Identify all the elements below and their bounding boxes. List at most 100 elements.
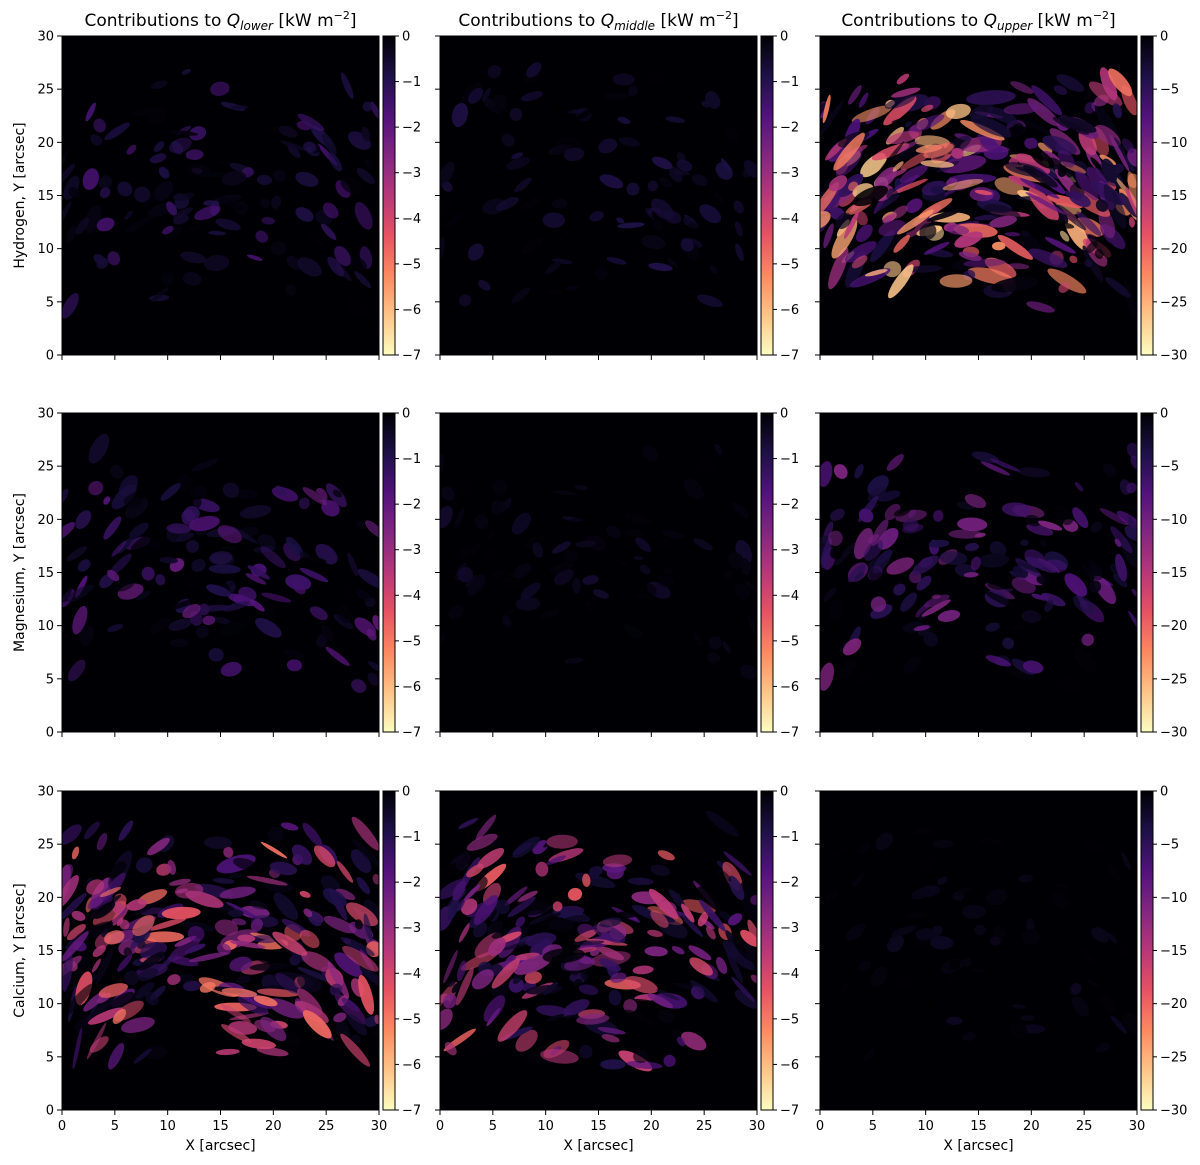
- heatmap-blob: [582, 575, 599, 585]
- x-tick-label: 25: [318, 1119, 335, 1134]
- colorbar-tick-label: −2: [780, 876, 799, 891]
- heatmap-blob: [463, 884, 481, 901]
- heatmap-blob: [83, 991, 106, 1012]
- heatmap-blob: [658, 177, 673, 188]
- heatmap-blob: [650, 864, 671, 876]
- heatmap-blob: [159, 556, 178, 564]
- heatmap-blob: [1099, 508, 1129, 526]
- heatmap-blob: [1101, 158, 1118, 184]
- colorbar: 0 −1 −2 −3 −4 −5 −6 −7: [382, 407, 421, 741]
- heatmap-blob: [535, 861, 549, 877]
- heatmap-blob: [551, 103, 561, 119]
- heatmap-blob: [250, 918, 264, 932]
- y-tick-label: 10: [37, 242, 54, 257]
- colorbar-tick-label: −5: [1160, 460, 1179, 475]
- heatmap-blob: [237, 934, 256, 943]
- heatmap-blob: [939, 551, 968, 565]
- heatmap-blob: [689, 980, 719, 1003]
- heatmap-blob: [340, 1033, 370, 1067]
- colorbar-tick-label: −20: [1160, 619, 1187, 634]
- heatmap-blob: [747, 919, 757, 951]
- heatmap-blob: [351, 838, 379, 867]
- colorbar-gradient: [760, 412, 774, 733]
- heatmap-blob: [576, 109, 593, 120]
- heatmap-blob: [88, 433, 110, 464]
- y-tick-label: 15: [37, 566, 54, 581]
- heatmap-blob: [552, 258, 573, 265]
- heatmap-blob: [210, 81, 230, 96]
- heatmap-blob: [1075, 170, 1099, 201]
- colorbar-tick-label: 0: [402, 785, 410, 800]
- heatmap-blob: [739, 882, 757, 921]
- heatmap-blob: [229, 956, 252, 972]
- heatmap-blob: [458, 817, 479, 829]
- colorbar-tick-label: −25: [1160, 672, 1187, 687]
- heatmap-blob: [267, 826, 284, 843]
- x-tick-label: 5: [489, 1119, 497, 1134]
- heatmap-blob: [1091, 927, 1110, 943]
- heatmap-blob: [203, 254, 230, 272]
- heatmap-blob: [223, 601, 250, 612]
- heatmap-blob: [875, 832, 894, 850]
- heatmap-blob: [62, 200, 72, 226]
- heatmap-blob: [512, 972, 523, 984]
- heatmap-blob: [269, 861, 297, 876]
- heatmap-blob: [220, 661, 242, 677]
- heatmap-panel-magnesium-upper: 0 −5 −10 −15 −20 −25 −30: [815, 407, 1187, 741]
- colorbar: 0 −5 −10 −15 −20 −25 −30: [1140, 785, 1187, 1119]
- heatmap-blob: [457, 898, 466, 912]
- heatmap-blob: [891, 87, 921, 98]
- heatmap-blob: [1127, 173, 1137, 188]
- heatmap-blob: [167, 859, 177, 875]
- heatmap-blob: [183, 224, 201, 234]
- heatmap-blob: [974, 189, 993, 196]
- heatmap-blob: [842, 638, 862, 656]
- heatmap-blob: [62, 864, 74, 887]
- x-tick-label: 20: [643, 1119, 660, 1134]
- heatmap-blob: [130, 533, 155, 551]
- heatmap-blob: [72, 1027, 83, 1070]
- heatmap-blob: [457, 960, 467, 982]
- heatmap-panel-magnesium-middle: 0 −1 −2 −3 −4 −5 −6 −7: [435, 407, 799, 741]
- heatmap-blob: [108, 1042, 125, 1070]
- heatmap-blob: [303, 141, 317, 153]
- heatmap-blob: [66, 546, 88, 562]
- heatmap-blob: [562, 914, 591, 924]
- heatmap-blob: [855, 224, 873, 243]
- colorbar-gradient: [760, 790, 774, 1111]
- heatmap-blob: [641, 235, 666, 250]
- heatmap-blob: [98, 983, 128, 998]
- heatmap-blob: [573, 978, 583, 987]
- heatmap-blob: [928, 539, 950, 548]
- heatmap-blob: [80, 998, 114, 1027]
- heatmap-blob: [482, 88, 491, 102]
- heatmap-blob: [633, 1050, 649, 1064]
- heatmap-blob: [160, 483, 181, 501]
- heatmap-blob: [933, 510, 944, 522]
- heatmap-blob: [948, 529, 983, 539]
- heatmap-blob: [297, 988, 323, 1016]
- heatmap-blob: [281, 617, 294, 627]
- heatmap-blob: [1023, 165, 1058, 188]
- heatmap-blob: [1037, 520, 1063, 531]
- colorbar-tick-label: 0: [1160, 785, 1168, 800]
- heatmap-blob: [985, 888, 1008, 906]
- heatmap-blob: [599, 174, 624, 189]
- heatmap-blob: [899, 165, 928, 183]
- heatmap-blob: [625, 512, 651, 526]
- heatmap-blob: [545, 260, 562, 275]
- heatmap-blob: [63, 983, 94, 1016]
- heatmap-blob: [99, 886, 122, 898]
- heatmap-blob: [1082, 245, 1104, 282]
- heatmap-blob: [1090, 521, 1103, 533]
- heatmap-blob: [546, 288, 564, 296]
- colorbar-tick-label: −5: [780, 1012, 799, 1027]
- heatmap-blob: [1056, 74, 1085, 92]
- colorbar-tick-label: −10: [1160, 136, 1187, 151]
- heatmap-blob: [948, 959, 961, 971]
- heatmap-blob: [681, 903, 695, 923]
- heatmap-blob: [549, 562, 575, 574]
- heatmap-blob: [1057, 204, 1087, 231]
- heatmap-blob: [624, 976, 658, 994]
- heatmap-blob: [506, 156, 531, 170]
